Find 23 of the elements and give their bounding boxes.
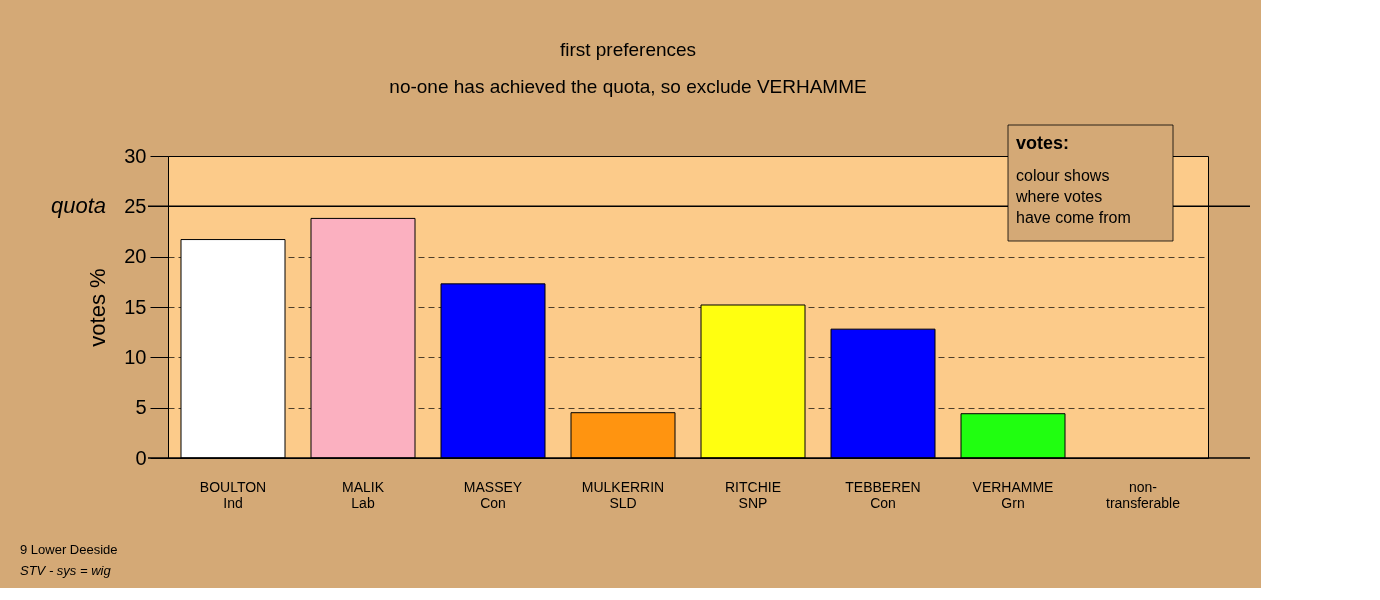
x-tick-label: MASSEY Con (463, 478, 523, 511)
x-tick-label: RITCHIE SNP (725, 478, 781, 511)
text: 9 Lower Deeside (20, 542, 118, 557)
x-tick-label: MALIK Lab (341, 478, 385, 511)
text: STV - sys = wig (20, 563, 112, 578)
y-tick-label: 20 (124, 245, 147, 268)
y-tick-label: 15 (124, 295, 147, 318)
x-tick-label: VERHAMME Grn (972, 478, 1054, 511)
y-tick-label: 25 (124, 194, 147, 217)
y-axis-title: votes % (85, 268, 111, 347)
y-tick-label: 5 (135, 396, 147, 419)
y-tick-label: 0 (135, 446, 147, 469)
ref-line-label: quota (50, 193, 106, 219)
chart-subtitle: no-one has achieved the quota, so exclude VERHAMME (389, 75, 867, 97)
x-tick-label: BOULTON Ind (199, 478, 267, 511)
y-tick-label: 30 (124, 144, 147, 167)
y-tick-label: 10 (124, 345, 147, 368)
text: votes: (1016, 133, 1070, 153)
x-tick-label: non- transferable (1106, 478, 1181, 511)
annotation: colour shows where votes have come from (1015, 167, 1131, 226)
x-tick-label: TEBBEREN Con (845, 478, 921, 511)
chart-title: first preferences (559, 38, 697, 60)
x-tick-label: MULKERRIN SLD (581, 478, 665, 511)
